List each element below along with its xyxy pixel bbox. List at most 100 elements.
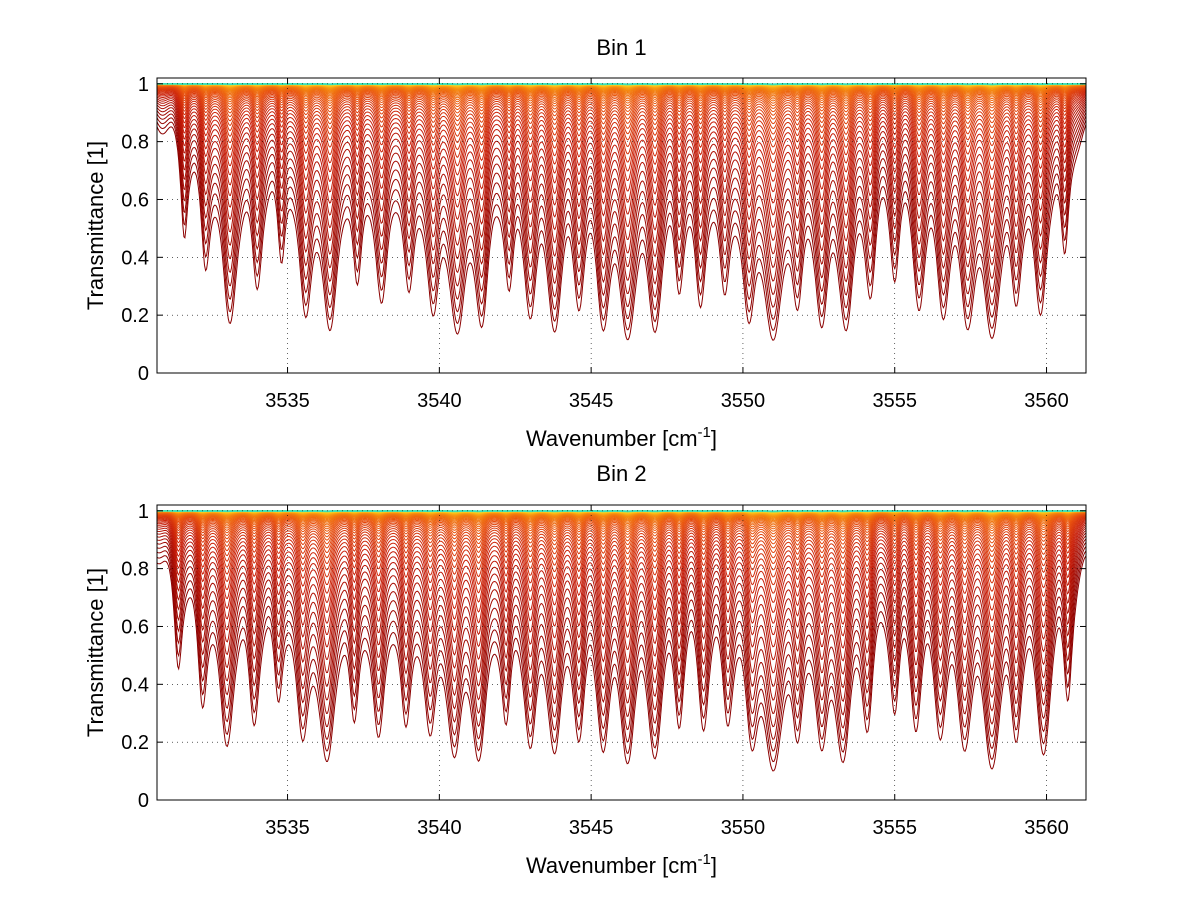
x-axis-label-superscript: -1	[698, 851, 711, 868]
x-axis-label-main: Wavenumber [cm	[526, 853, 698, 878]
series-line	[157, 513, 1086, 545]
x-axis-label-end: ]	[711, 853, 717, 878]
series-line	[157, 92, 1086, 182]
series-line	[157, 513, 1086, 541]
series-line	[157, 90, 1086, 164]
series-line	[157, 88, 1086, 141]
series-line	[157, 512, 1086, 535]
x-tick-label: 3535	[265, 390, 310, 412]
y-tick-label: 0.8	[121, 132, 149, 154]
series-line	[157, 550, 1086, 763]
y-tick-label: 1	[138, 74, 149, 96]
series-line	[157, 514, 1086, 559]
series-line	[157, 524, 1086, 648]
series-line	[157, 555, 1086, 772]
y-tick-label: 0.2	[121, 305, 149, 327]
series-line	[157, 522, 1086, 636]
series-line	[157, 538, 1086, 728]
series-line	[157, 84, 1086, 100]
y-tick-label: 1	[138, 501, 149, 523]
series-line	[157, 101, 1086, 255]
y-axis-label: Transmittance [1]	[83, 568, 108, 737]
x-tick-label: 3535	[265, 817, 310, 839]
x-tick-label: 3545	[569, 390, 614, 412]
series-line	[157, 85, 1086, 113]
series-line	[157, 111, 1086, 308]
series-line	[157, 95, 1086, 216]
chart-panel: 3535 3540 3545 3550 3555 3560 0 0.2 0.4 0.6 0.8 1 Bi…	[83, 35, 1087, 451]
x-tick-label: 3555	[872, 817, 917, 839]
series-group	[157, 83, 1086, 341]
series-line	[157, 85, 1086, 104]
series-line	[157, 97, 1086, 229]
series-line	[157, 542, 1086, 740]
series-line	[157, 94, 1086, 204]
series-line	[157, 532, 1086, 701]
series-line	[157, 530, 1086, 687]
series-line	[157, 520, 1086, 613]
series-line	[157, 99, 1086, 242]
y-tick-label: 0.6	[121, 616, 149, 638]
series-line	[157, 512, 1086, 530]
series-line	[157, 124, 1086, 341]
series-line	[157, 87, 1086, 130]
series-line	[157, 512, 1086, 532]
x-axis-label: Wavenumber [cm-1]	[526, 424, 717, 451]
series-line	[157, 512, 1086, 528]
series-line	[157, 525, 1086, 661]
y-tick-label: 0.4	[121, 674, 149, 696]
x-tick-label: 3555	[872, 390, 917, 412]
x-axis-label-superscript: -1	[698, 424, 711, 441]
x-axis-label-main: Wavenumber [cm	[526, 426, 698, 451]
series-line	[157, 105, 1086, 282]
x-axis-label: Wavenumber [cm-1]	[526, 851, 717, 878]
y-tick-label: 0.8	[121, 559, 149, 581]
series-line	[157, 89, 1086, 156]
series-line	[157, 103, 1086, 269]
x-tick-label: 3560	[1024, 817, 1069, 839]
series-line	[157, 512, 1086, 538]
series-line	[157, 516, 1086, 578]
series-line	[157, 119, 1086, 332]
series-group	[157, 510, 1086, 772]
y-tick-label: 0	[138, 790, 149, 812]
series-line	[157, 515, 1086, 571]
series-line	[157, 514, 1086, 554]
series-line	[157, 85, 1086, 102]
series-line	[157, 527, 1086, 674]
y-tick-label: 0.2	[121, 732, 149, 754]
series-line	[157, 86, 1086, 116]
series-line	[157, 513, 1086, 549]
chart-panel: 3535 3540 3545 3550 3555 3560 0 0.2 0.4 0.6 0.8 1 Bi…	[83, 461, 1087, 878]
series-line	[157, 546, 1086, 752]
series-line	[157, 91, 1086, 173]
series-line	[157, 521, 1086, 624]
series-line	[157, 518, 1086, 603]
series-line	[157, 86, 1086, 120]
x-tick-label: 3540	[417, 390, 462, 412]
series-line	[157, 93, 1086, 193]
y-tick-label: 0.6	[121, 189, 149, 211]
series-line	[157, 518, 1086, 594]
chart-title: Bin 1	[596, 35, 646, 60]
x-axis-label-end: ]	[711, 426, 717, 451]
series-line	[157, 535, 1086, 715]
series-line	[157, 85, 1086, 110]
panels: 3535 3540 3545 3550 3555 3560 0 0.2 0.4 0.6 0.8 1 Bi…	[83, 35, 1087, 878]
x-tick-label: 3550	[721, 390, 766, 412]
series-line	[157, 85, 1086, 107]
x-tick-label: 3540	[417, 817, 462, 839]
series-line	[157, 87, 1086, 135]
axis-box	[156, 77, 1087, 374]
series-line	[157, 88, 1086, 148]
series-line	[157, 108, 1086, 296]
series-line	[157, 515, 1086, 565]
y-tick-label: 0	[138, 363, 149, 385]
series-line	[157, 115, 1086, 320]
axis-box	[156, 504, 1087, 801]
y-tick-label: 0.4	[121, 247, 149, 269]
chart-title: Bin 2	[596, 461, 646, 486]
series-line	[157, 517, 1086, 586]
x-tick-label: 3560	[1024, 390, 1069, 412]
